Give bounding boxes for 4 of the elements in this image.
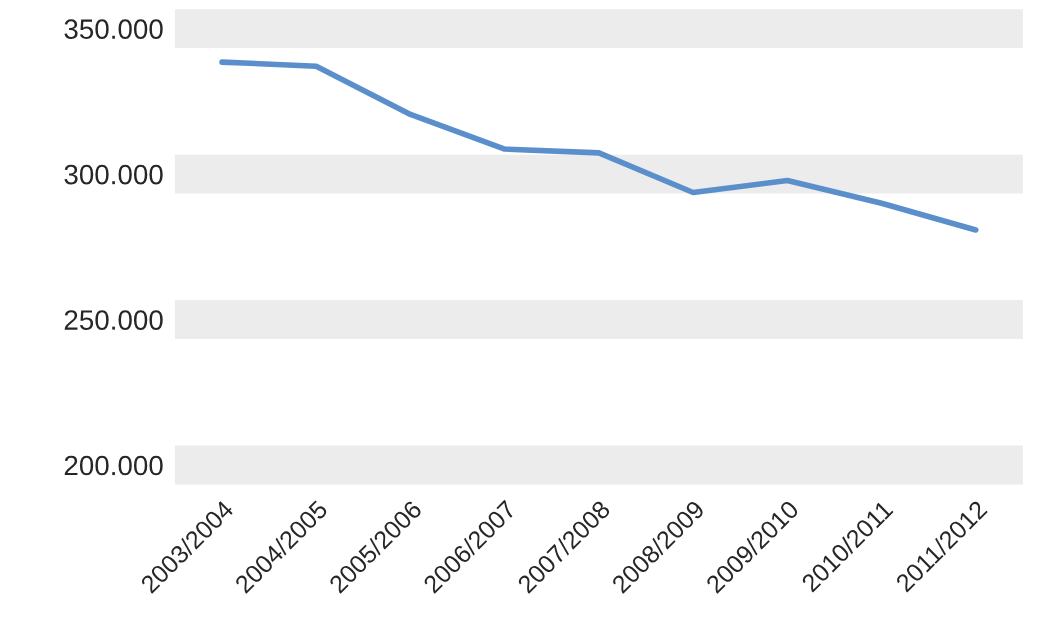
y-tick-label: 200.000 <box>64 455 163 476</box>
y-tick-label: 300.000 <box>64 164 163 185</box>
y-tick-label: 250.000 <box>64 310 163 330</box>
y-tick-label: 350.000 <box>64 19 163 39</box>
